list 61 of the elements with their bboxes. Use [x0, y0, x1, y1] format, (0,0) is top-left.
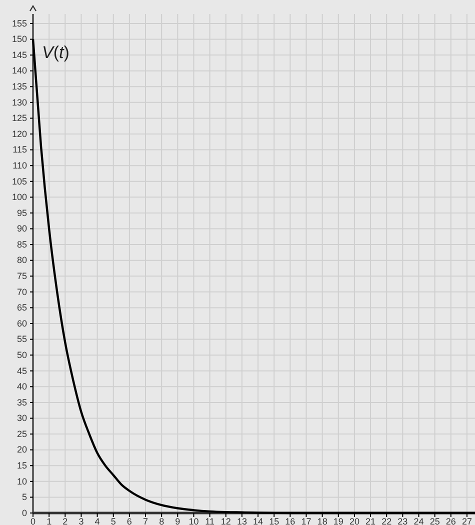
y-tick-label: 10 — [16, 476, 27, 486]
y-tick-label: 105 — [12, 176, 27, 186]
y-tick-label: 145 — [12, 50, 27, 60]
x-tick-label: 0 — [30, 516, 36, 525]
x-tick-label: 14 — [253, 516, 264, 525]
y-tick-label: 95 — [16, 208, 27, 218]
x-tick-label: 6 — [126, 516, 132, 525]
y-tick-label: 85 — [16, 239, 27, 250]
x-tick-label: 10 — [188, 516, 199, 525]
y-tick-label: 20 — [16, 444, 27, 455]
x-tick-label: 24 — [414, 516, 424, 525]
y-tick-label: 0 — [22, 508, 27, 518]
x-tick-label: 4 — [94, 516, 100, 525]
x-tick-label: 22 — [382, 516, 392, 525]
y-tick-label: 25 — [16, 428, 27, 439]
y-tick-label: 40 — [16, 382, 27, 392]
x-tick-label: 15 — [269, 516, 280, 525]
x-tick-label: 18 — [317, 516, 328, 525]
y-tick-label: 50 — [16, 350, 27, 360]
x-tick-label: 13 — [236, 516, 247, 525]
y-tick-label: 130 — [12, 97, 27, 108]
y-tick-label: 125 — [12, 113, 27, 124]
x-tick-label: 7 — [143, 516, 148, 525]
y-tick-label: 140 — [12, 66, 27, 76]
y-tick-label: 60 — [16, 318, 27, 328]
y-tick-label: 150 — [12, 34, 27, 44]
y-tick-label: 5 — [22, 492, 27, 502]
y-tick-label: 120 — [12, 128, 27, 139]
y-axis-title: V(t) — [42, 43, 70, 62]
y-tick-label: 90 — [16, 224, 27, 234]
y-tick-label: 110 — [12, 160, 27, 170]
x-tick-label: 27 — [462, 516, 472, 525]
y-tick-label: 15 — [16, 460, 27, 471]
x-tick-label: 19 — [333, 516, 344, 525]
x-tick-label: 2 — [62, 516, 68, 525]
x-tick-label: 26 — [446, 516, 456, 525]
y-tick-label: 100 — [12, 192, 27, 202]
x-tick-label: 8 — [159, 516, 164, 525]
x-tick-label: 20 — [349, 516, 360, 525]
x-tick-label: 11 — [205, 516, 214, 525]
y-tick-label: 80 — [16, 255, 27, 266]
y-tick-label: 75 — [16, 271, 27, 282]
y-tick-label: 35 — [16, 397, 27, 408]
x-tick-label: 17 — [301, 516, 312, 525]
x-tick-label: 9 — [175, 516, 180, 525]
y-tick-label: 155 — [12, 18, 27, 28]
y-tick-label: 30 — [16, 413, 27, 424]
y-tick-label: 55 — [16, 334, 27, 344]
y-tick-label: 115 — [12, 144, 27, 155]
y-tick-label: 135 — [12, 82, 27, 92]
x-tick-label: 16 — [285, 516, 296, 525]
x-tick-label: 12 — [220, 516, 231, 525]
x-tick-label: 21 — [366, 516, 376, 525]
y-tick-label: 45 — [16, 366, 27, 376]
y-tick-label: 70 — [16, 286, 27, 297]
x-tick-label: 1 — [46, 516, 52, 525]
x-tick-label: 3 — [78, 516, 84, 525]
x-tick-label: 23 — [398, 516, 408, 525]
x-tick-label: 5 — [110, 516, 116, 525]
x-tick-label: 25 — [430, 516, 440, 525]
y-tick-label: 65 — [16, 302, 27, 313]
